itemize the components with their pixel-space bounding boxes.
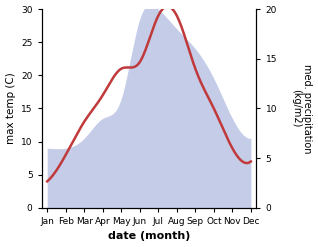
X-axis label: date (month): date (month) [108, 231, 190, 242]
Y-axis label: med. precipitation
(kg/m2): med. precipitation (kg/m2) [291, 64, 313, 153]
Y-axis label: max temp (C): max temp (C) [5, 73, 16, 144]
